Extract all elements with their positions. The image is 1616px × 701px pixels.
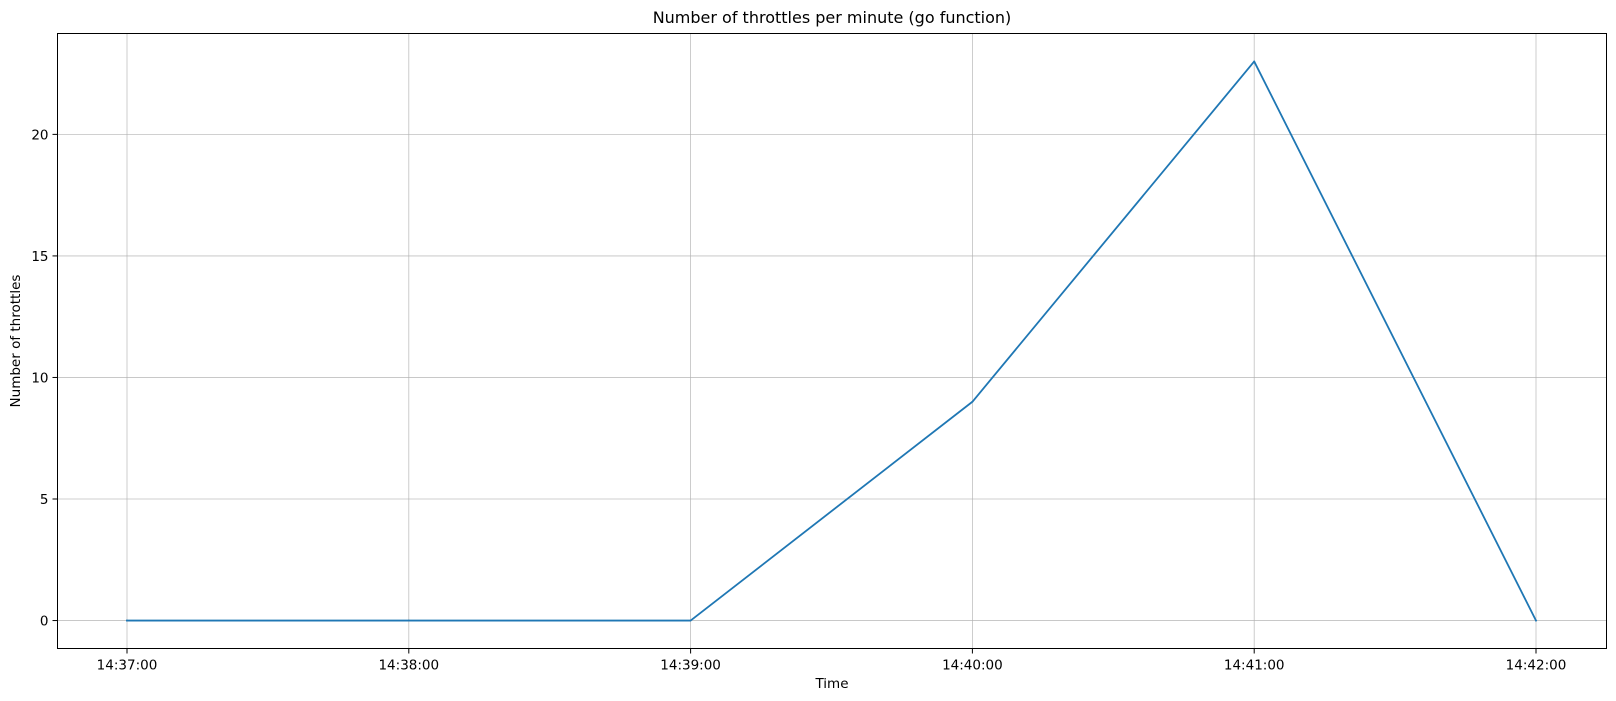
x-tick-label: 14:38:00 [378, 658, 439, 674]
x-axis: 14:37:00 14:38:00 14:39:00 14:40:00 14:41:00… [97, 648, 1567, 674]
plot-frame [57, 33, 1607, 649]
y-axis-label: Number of throttles [8, 275, 24, 408]
x-axis-label: Time [814, 676, 848, 692]
y-tick-label: 5 [40, 492, 49, 508]
data-point [1253, 60, 1256, 63]
chart-title: Number of throttles per minute (go funct… [653, 8, 1012, 27]
x-tick-label: 14:41:00 [1224, 658, 1285, 674]
data-point [407, 619, 410, 622]
data-point [971, 400, 974, 403]
data-point [126, 619, 128, 622]
x-tick-label: 14:37:00 [97, 658, 158, 674]
y-tick-label: 15 [31, 249, 48, 265]
y-tick-label: 20 [31, 127, 48, 143]
x-tick-label: 14:39:00 [660, 658, 721, 674]
y-axis: 0 5 10 15 20 [31, 127, 58, 630]
y-tick-label: 10 [31, 370, 48, 386]
series-layer [126, 60, 1538, 622]
x-tick-label: 14:40:00 [942, 658, 1003, 674]
y-tick-label: 0 [40, 614, 49, 630]
data-point [689, 619, 692, 622]
data-point [1535, 619, 1537, 622]
x-tick-label: 14:42:00 [1506, 658, 1567, 674]
series-line [126, 60, 1538, 622]
